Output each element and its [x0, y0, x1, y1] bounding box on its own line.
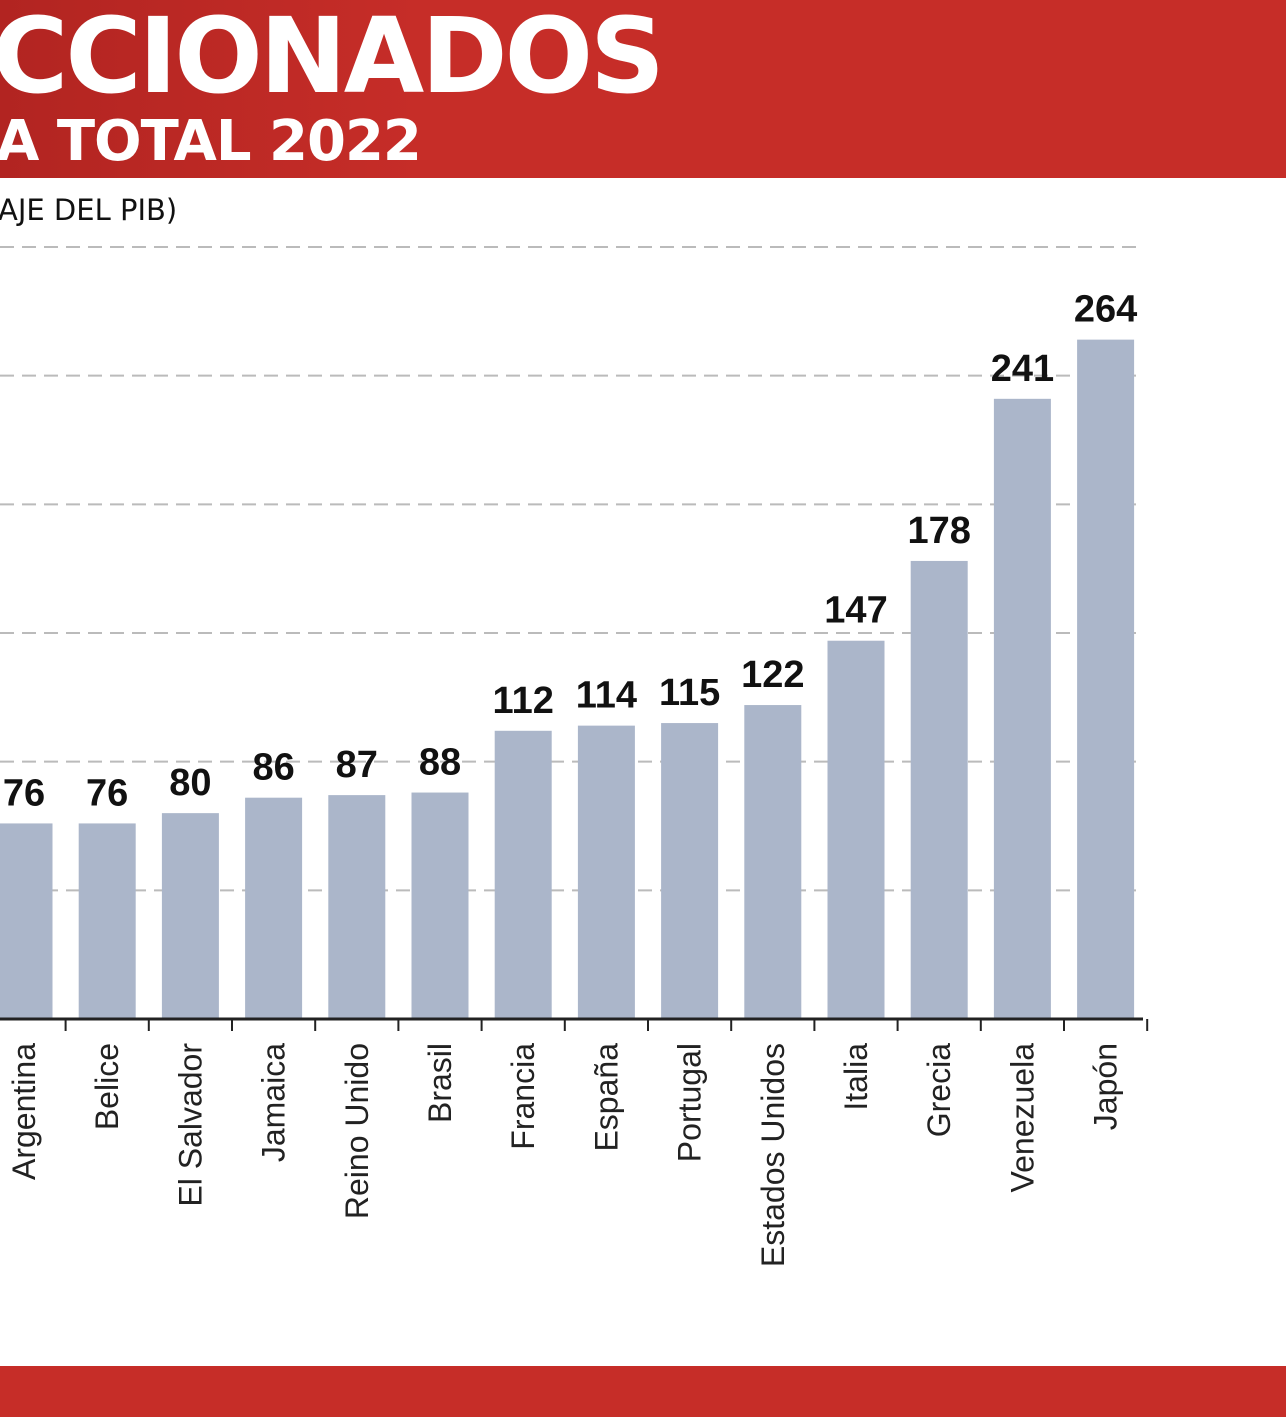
bar-chart: 76 76 80 86 87 88 112 114 115 122 147 178 241 264 Arg…: [0, 246, 1149, 1267]
data-label: 76: [86, 772, 128, 814]
bar-francia: [494, 730, 552, 1019]
category-label: Italia: [838, 1043, 874, 1111]
page-title: CCIONADOS: [0, 0, 665, 117]
bar-italia: [827, 640, 885, 1019]
data-label: 264: [1074, 289, 1137, 331]
category-label: Venezuela: [1004, 1043, 1040, 1193]
data-label: 112: [493, 680, 554, 722]
bar-grecia: [910, 560, 968, 1019]
category-label: Francia: [505, 1043, 541, 1150]
page-subtitle: A TOTAL 2022: [0, 109, 422, 174]
category-labels: Argentina Belice El Salvador Jamaica Reino U…: [6, 1043, 1124, 1267]
data-label: 115: [659, 672, 720, 714]
bar-reino-unido: [328, 795, 386, 1019]
data-label: 147: [824, 590, 887, 632]
x-axis: [0, 1017, 1149, 1031]
category-label: Argentina: [6, 1043, 42, 1180]
bar-españa: [577, 725, 635, 1019]
data-label: 114: [576, 675, 637, 717]
category-label: Reino Unido: [339, 1043, 375, 1219]
category-label: Belice: [89, 1043, 125, 1130]
data-label: 86: [252, 747, 294, 789]
data-label: 241: [991, 348, 1054, 390]
unit-note: AJE DEL PIB): [0, 193, 178, 227]
category-label: Portugal: [672, 1043, 708, 1162]
header-band: CCIONADOS A TOTAL 2022: [0, 0, 1286, 178]
bar-argentina: [0, 823, 53, 1019]
bar-venezuela: [993, 398, 1051, 1019]
bar-japón: [1077, 339, 1135, 1019]
bars: [0, 339, 1135, 1019]
category-label: Brasil: [422, 1043, 458, 1123]
data-label: 76: [3, 772, 45, 814]
header-shade: [0, 0, 420, 178]
category-label: Jamaica: [256, 1043, 292, 1162]
category-label: Japón: [1088, 1043, 1124, 1130]
data-label: 80: [169, 762, 211, 804]
data-label: 178: [907, 510, 970, 552]
bar-estados-unidos: [744, 705, 802, 1019]
category-label: El Salvador: [172, 1043, 208, 1207]
bar-belice: [78, 823, 136, 1019]
bar-brasil: [411, 792, 469, 1019]
bar-jamaica: [245, 797, 303, 1019]
data-label: 122: [741, 654, 804, 696]
data-label: 88: [419, 742, 461, 784]
data-label: 87: [336, 744, 378, 786]
category-label: España: [588, 1043, 624, 1152]
bar-portugal: [661, 723, 719, 1019]
data-labels: 76 76 80 86 87 88 112 114 115 122 147 178 241 264: [3, 289, 1137, 815]
footer-band: [0, 1366, 1286, 1417]
category-label: Grecia: [921, 1043, 957, 1137]
bar-el-salvador: [161, 813, 219, 1019]
category-label: Estados Unidos: [755, 1043, 791, 1267]
